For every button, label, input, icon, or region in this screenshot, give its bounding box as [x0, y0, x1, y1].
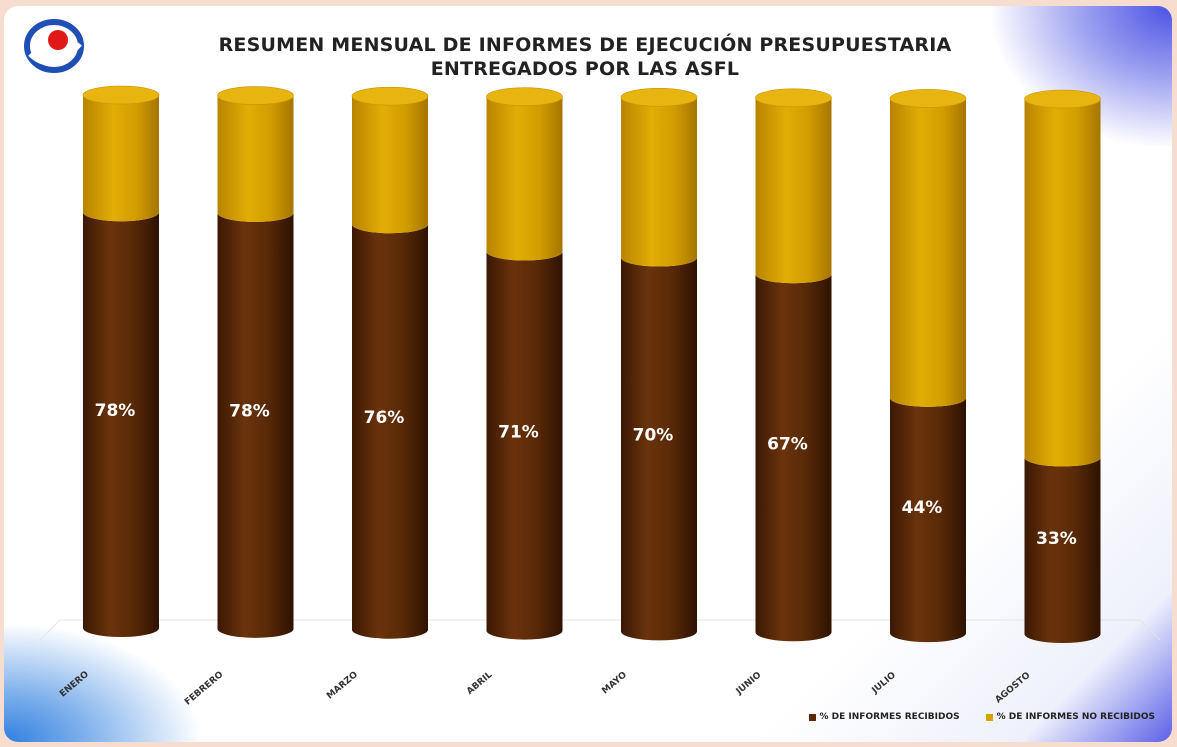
bar-no-recibidos-agosto: [1024, 99, 1101, 467]
data-label-mayo: 70%: [633, 426, 674, 446]
legend: % DE INFORMES RECIBIDOS % DE INFORMES NO…: [808, 712, 1155, 722]
bar-recibidos-junio: [755, 274, 832, 642]
data-label-marzo: 76%: [364, 408, 405, 428]
bar-recibidos-julio: [890, 397, 966, 643]
bar-no-recibidos-febrero: [217, 95, 294, 222]
legend-item-recibidos: % DE INFORMES RECIBIDOS: [808, 712, 960, 722]
data-label-agosto: 33%: [1036, 529, 1077, 549]
x-tick-enero: ENERO: [58, 669, 91, 699]
x-tick-mayo: MAYO: [600, 670, 629, 696]
bar-recibidos-mayo: [621, 257, 697, 641]
x-tick-junio: JUNIO: [734, 670, 764, 697]
bar-cap-mayo: [620, 87, 698, 107]
bar-recibidos-agosto: [1024, 457, 1101, 643]
x-tick-abril: ABRIL: [465, 670, 494, 697]
x-tick-julio: JULIO: [870, 670, 898, 696]
bar-no-recibidos-julio: [890, 98, 966, 407]
bar-cap-junio: [755, 88, 832, 108]
chart-subtitle: ENTREGADOS POR LAS ASFL: [430, 58, 740, 80]
bar-recibidos-enero: [83, 212, 159, 637]
bar-no-recibidos-abril: [486, 96, 563, 261]
bar-no-recibidos-mayo: [621, 97, 697, 267]
bar-recibidos-abril: [486, 251, 563, 640]
bar-no-recibidos-marzo: [352, 96, 428, 234]
data-label-abril: 71%: [498, 422, 539, 442]
legend-label-recibidos: % DE INFORMES RECIBIDOS: [819, 712, 960, 722]
x-tick-marzo: MARZO: [325, 670, 360, 702]
bar-no-recibidos-junio: [755, 97, 832, 284]
bar-cap-julio: [889, 89, 967, 108]
bar-cap-abril: [486, 87, 563, 107]
bar-no-recibidos-enero: [83, 95, 159, 222]
bar-recibidos-febrero: [217, 212, 294, 638]
data-label-enero: 78%: [95, 401, 136, 421]
data-label-julio: 44%: [902, 498, 943, 518]
legend-swatch-recibidos: [808, 713, 816, 721]
bar-cap-enero: [82, 85, 160, 105]
data-label-junio: 67%: [767, 435, 808, 455]
data-label-febrero: 78%: [229, 402, 270, 422]
bar-cap-febrero: [217, 86, 294, 105]
chart-title: RESUMEN MENSUAL DE INFORMES DE EJECUCIÓN…: [218, 34, 952, 56]
legend-item-no-recibidos: % DE INFORMES NO RECIBIDOS: [985, 712, 1155, 722]
x-tick-febrero: FEBRERO: [183, 670, 226, 708]
logo-icon: [24, 19, 84, 73]
legend-label-no-recibidos: % DE INFORMES NO RECIBIDOS: [996, 712, 1155, 722]
decorative-corner-bottom-left: [4, 622, 204, 742]
legend-swatch-no-recibidos: [985, 713, 993, 721]
bar-recibidos-marzo: [352, 224, 428, 639]
chart-floor: [39, 619, 1161, 641]
data-labels-group: 78% 78% 76% 71% 70% 67% 44% 33%: [95, 401, 1077, 549]
chart-frame: [4, 6, 1172, 742]
bar-cap-marzo: [351, 86, 429, 106]
bar-cap-agosto: [1024, 89, 1101, 109]
x-axis-tick-labels: ENERO FEBRERO MARZO ABRIL MAYO JUNIO JULIO AGOS…: [58, 669, 1033, 707]
bars-group: [82, 85, 1101, 643]
x-tick-agosto: AGOSTO: [994, 670, 1033, 705]
